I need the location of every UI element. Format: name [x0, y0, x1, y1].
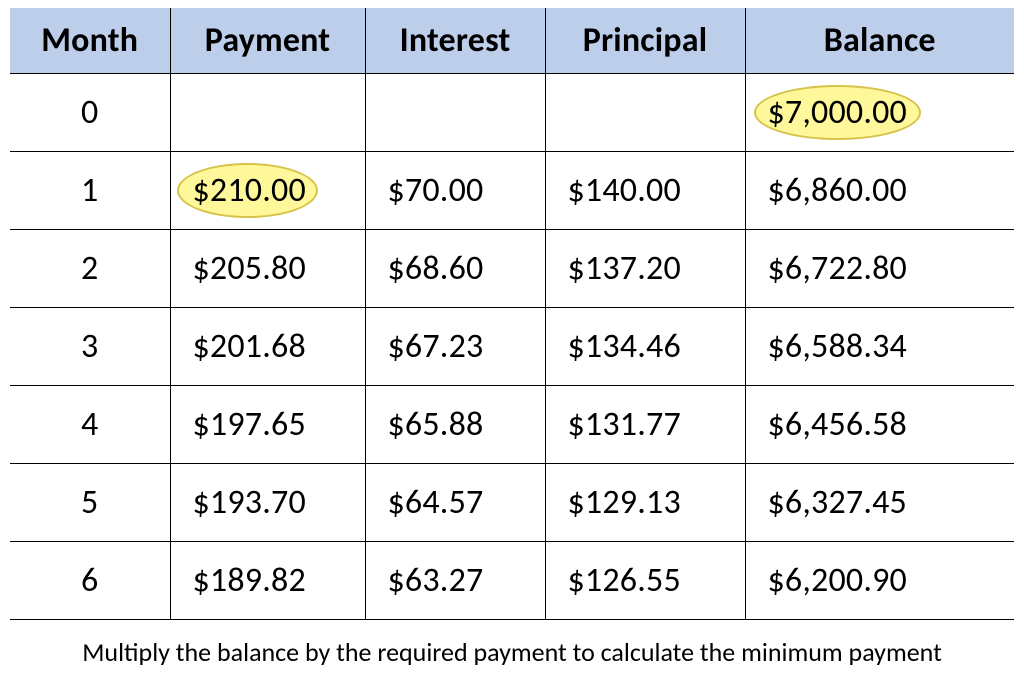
- highlight-oval: $7,000.00: [768, 92, 908, 133]
- cell-value: $193.70: [193, 482, 306, 523]
- cell-value: $197.65: [193, 404, 306, 445]
- cell-value: $134.46: [568, 326, 681, 367]
- cell-value: $126.55: [568, 560, 681, 601]
- cell-value: $131.77: [568, 404, 681, 445]
- cell-value: 2: [81, 248, 98, 289]
- cell-principal: $129.13: [545, 463, 745, 541]
- cell-month: 1: [10, 151, 170, 229]
- table-row: 6 $189.82 $63.27 $126.55 $6,200.90: [10, 541, 1014, 619]
- cell-payment: $201.68: [170, 307, 365, 385]
- cell-principal: $134.46: [545, 307, 745, 385]
- cell-value: $68.60: [388, 248, 484, 289]
- cell-payment: $205.80: [170, 229, 365, 307]
- table-row: 0 $7,000.00: [10, 73, 1014, 151]
- col-header-principal: Principal: [545, 8, 745, 73]
- cell-value: $129.13: [568, 482, 681, 523]
- cell-balance: $7,000.00: [745, 73, 1014, 151]
- table-row: 1 $210.00 $70.00 $140.00 $6,860.00: [10, 151, 1014, 229]
- cell-interest: $63.27: [365, 541, 545, 619]
- cell-principal: $137.20: [545, 229, 745, 307]
- col-header-label: Balance: [824, 20, 936, 61]
- cell-balance: $6,722.80: [745, 229, 1014, 307]
- cell-month: 0: [10, 73, 170, 151]
- cell-principal: $126.55: [545, 541, 745, 619]
- cell-interest: $65.88: [365, 385, 545, 463]
- cell-payment: $210.00: [170, 151, 365, 229]
- cell-value: 4: [81, 404, 98, 445]
- cell-balance: $6,588.34: [745, 307, 1014, 385]
- cell-interest: $67.23: [365, 307, 545, 385]
- col-header-month: Month: [10, 8, 170, 73]
- cell-value: $6,860.00: [768, 170, 908, 211]
- cell-value: $201.68: [193, 326, 306, 367]
- cell-value: $67.23: [388, 326, 484, 367]
- col-header-label: Payment: [205, 20, 331, 61]
- cell-value: $7,000.00: [768, 92, 908, 133]
- page-frame: Month Payment Interest Principal Balance…: [0, 0, 1024, 683]
- cell-value: $137.20: [568, 248, 681, 289]
- cell-value: $63.27: [388, 560, 484, 601]
- cell-value: $6,327.45: [768, 482, 908, 523]
- table-header-row: Month Payment Interest Principal Balance: [10, 8, 1014, 73]
- table-row: 2 $205.80 $68.60 $137.20 $6,722.80: [10, 229, 1014, 307]
- cell-principal: [545, 73, 745, 151]
- cell-payment: $189.82: [170, 541, 365, 619]
- col-header-interest: Interest: [365, 8, 545, 73]
- cell-value: $6,588.34: [768, 326, 908, 367]
- table-row: 3 $201.68 $67.23 $134.46 $6,588.34: [10, 307, 1014, 385]
- cell-value: 5: [81, 482, 98, 523]
- col-header-balance: Balance: [745, 8, 1014, 73]
- cell-principal: $131.77: [545, 385, 745, 463]
- cell-balance: $6,327.45: [745, 463, 1014, 541]
- cell-month: 6: [10, 541, 170, 619]
- cell-value: $6,722.80: [768, 248, 908, 289]
- cell-interest: [365, 73, 545, 151]
- cell-value: $65.88: [388, 404, 484, 445]
- cell-principal: $140.00: [545, 151, 745, 229]
- cell-payment: $197.65: [170, 385, 365, 463]
- col-header-payment: Payment: [170, 8, 365, 73]
- cell-interest: $68.60: [365, 229, 545, 307]
- cell-value: $6,456.58: [768, 404, 908, 445]
- cell-value: 3: [81, 326, 98, 367]
- cell-payment: $193.70: [170, 463, 365, 541]
- caption-text: Multiply the balance by the required pay…: [10, 636, 1014, 668]
- cell-value: $210.00: [193, 170, 306, 211]
- cell-value: $140.00: [568, 170, 681, 211]
- amortization-table: Month Payment Interest Principal Balance…: [10, 8, 1014, 620]
- cell-value: 1: [81, 170, 98, 211]
- cell-value: $189.82: [193, 560, 306, 601]
- col-header-label: Month: [41, 20, 138, 61]
- cell-payment: [170, 73, 365, 151]
- cell-month: 4: [10, 385, 170, 463]
- cell-value: $70.00: [388, 170, 484, 211]
- cell-balance: $6,200.90: [745, 541, 1014, 619]
- cell-month: 5: [10, 463, 170, 541]
- table-row: 4 $197.65 $65.88 $131.77 $6,456.58: [10, 385, 1014, 463]
- cell-balance: $6,860.00: [745, 151, 1014, 229]
- highlight-oval: $210.00: [193, 170, 306, 211]
- cell-value: 0: [81, 92, 98, 133]
- cell-interest: $70.00: [365, 151, 545, 229]
- cell-month: 3: [10, 307, 170, 385]
- col-header-label: Interest: [400, 20, 511, 61]
- cell-interest: $64.57: [365, 463, 545, 541]
- col-header-label: Principal: [583, 20, 708, 61]
- cell-balance: $6,456.58: [745, 385, 1014, 463]
- cell-value: $6,200.90: [768, 560, 908, 601]
- cell-value: $205.80: [193, 248, 306, 289]
- cell-month: 2: [10, 229, 170, 307]
- cell-value: 6: [81, 560, 98, 601]
- cell-value: $64.57: [388, 482, 484, 523]
- table-row: 5 $193.70 $64.57 $129.13 $6,327.45: [10, 463, 1014, 541]
